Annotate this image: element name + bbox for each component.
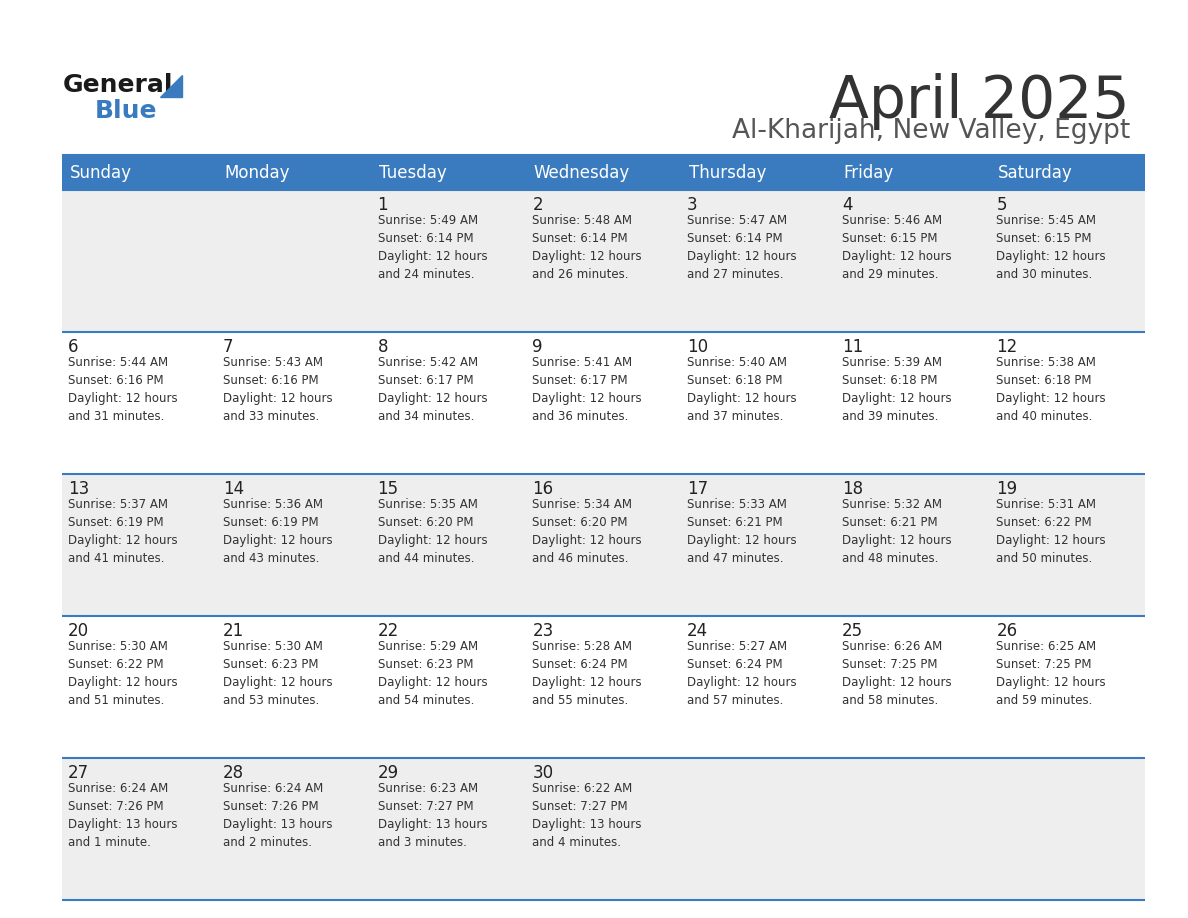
Text: 19: 19 (997, 480, 1018, 498)
Bar (372, 155, 526, 190)
Text: Sunrise: 6:26 AM
Sunset: 7:25 PM
Daylight: 12 hours
and 58 minutes.: Sunrise: 6:26 AM Sunset: 7:25 PM Dayligh… (842, 640, 952, 707)
Text: 24: 24 (687, 622, 708, 640)
Text: 25: 25 (842, 622, 862, 640)
Text: Sunrise: 6:24 AM
Sunset: 7:26 PM
Daylight: 13 hours
and 1 minute.: Sunrise: 6:24 AM Sunset: 7:26 PM Dayligh… (68, 782, 178, 849)
Polygon shape (160, 75, 182, 97)
Text: 8: 8 (378, 338, 388, 356)
Text: Sunrise: 5:32 AM
Sunset: 6:21 PM
Daylight: 12 hours
and 48 minutes.: Sunrise: 5:32 AM Sunset: 6:21 PM Dayligh… (842, 498, 952, 565)
Text: 16: 16 (532, 480, 554, 498)
Text: Sunrise: 5:30 AM
Sunset: 6:22 PM
Daylight: 12 hours
and 51 minutes.: Sunrise: 5:30 AM Sunset: 6:22 PM Dayligh… (68, 640, 178, 707)
Text: 4: 4 (842, 196, 852, 214)
Bar (681, 155, 835, 190)
Text: 29: 29 (378, 764, 399, 782)
Text: Sunrise: 6:24 AM
Sunset: 7:26 PM
Daylight: 13 hours
and 2 minutes.: Sunrise: 6:24 AM Sunset: 7:26 PM Dayligh… (223, 782, 333, 849)
Text: 27: 27 (68, 764, 89, 782)
Text: 21: 21 (223, 622, 245, 640)
Text: Friday: Friday (843, 163, 893, 182)
Text: 23: 23 (532, 622, 554, 640)
Text: Blue: Blue (95, 99, 158, 123)
Text: Sunrise: 6:22 AM
Sunset: 7:27 PM
Daylight: 13 hours
and 4 minutes.: Sunrise: 6:22 AM Sunset: 7:27 PM Dayligh… (532, 782, 642, 849)
Text: Sunrise: 5:42 AM
Sunset: 6:17 PM
Daylight: 12 hours
and 34 minutes.: Sunrise: 5:42 AM Sunset: 6:17 PM Dayligh… (378, 356, 487, 423)
Text: 1: 1 (378, 196, 388, 214)
Text: 26: 26 (997, 622, 1018, 640)
Text: 5: 5 (997, 196, 1007, 214)
Text: 17: 17 (687, 480, 708, 498)
Text: Sunrise: 5:31 AM
Sunset: 6:22 PM
Daylight: 12 hours
and 50 minutes.: Sunrise: 5:31 AM Sunset: 6:22 PM Dayligh… (997, 498, 1106, 565)
Text: April 2025: April 2025 (829, 73, 1130, 130)
Text: Sunrise: 5:30 AM
Sunset: 6:23 PM
Daylight: 12 hours
and 53 minutes.: Sunrise: 5:30 AM Sunset: 6:23 PM Dayligh… (223, 640, 333, 707)
Text: 3: 3 (687, 196, 697, 214)
Text: Sunday: Sunday (70, 163, 132, 182)
Text: Sunrise: 5:27 AM
Sunset: 6:24 PM
Daylight: 12 hours
and 57 minutes.: Sunrise: 5:27 AM Sunset: 6:24 PM Dayligh… (687, 640, 797, 707)
Bar (216, 155, 372, 190)
Text: 12: 12 (997, 338, 1018, 356)
Bar (526, 155, 681, 190)
Text: 20: 20 (68, 622, 89, 640)
Text: Sunrise: 5:45 AM
Sunset: 6:15 PM
Daylight: 12 hours
and 30 minutes.: Sunrise: 5:45 AM Sunset: 6:15 PM Dayligh… (997, 214, 1106, 281)
Text: 15: 15 (378, 480, 399, 498)
Bar (62, 616, 1145, 758)
Bar (62, 190, 1145, 332)
Text: 30: 30 (532, 764, 554, 782)
Text: Sunrise: 5:40 AM
Sunset: 6:18 PM
Daylight: 12 hours
and 37 minutes.: Sunrise: 5:40 AM Sunset: 6:18 PM Dayligh… (687, 356, 797, 423)
Text: Sunrise: 5:43 AM
Sunset: 6:16 PM
Daylight: 12 hours
and 33 minutes.: Sunrise: 5:43 AM Sunset: 6:16 PM Dayligh… (223, 356, 333, 423)
Text: Monday: Monday (225, 163, 290, 182)
Text: Sunrise: 5:41 AM
Sunset: 6:17 PM
Daylight: 12 hours
and 36 minutes.: Sunrise: 5:41 AM Sunset: 6:17 PM Dayligh… (532, 356, 642, 423)
Text: 28: 28 (223, 764, 244, 782)
Bar (991, 155, 1145, 190)
Text: Tuesday: Tuesday (379, 163, 447, 182)
Text: 22: 22 (378, 622, 399, 640)
Text: 2: 2 (532, 196, 543, 214)
Text: Sunrise: 5:28 AM
Sunset: 6:24 PM
Daylight: 12 hours
and 55 minutes.: Sunrise: 5:28 AM Sunset: 6:24 PM Dayligh… (532, 640, 642, 707)
Text: Sunrise: 5:49 AM
Sunset: 6:14 PM
Daylight: 12 hours
and 24 minutes.: Sunrise: 5:49 AM Sunset: 6:14 PM Dayligh… (378, 214, 487, 281)
Text: Sunrise: 6:25 AM
Sunset: 7:25 PM
Daylight: 12 hours
and 59 minutes.: Sunrise: 6:25 AM Sunset: 7:25 PM Dayligh… (997, 640, 1106, 707)
Text: Sunrise: 5:37 AM
Sunset: 6:19 PM
Daylight: 12 hours
and 41 minutes.: Sunrise: 5:37 AM Sunset: 6:19 PM Dayligh… (68, 498, 178, 565)
Text: Sunrise: 5:39 AM
Sunset: 6:18 PM
Daylight: 12 hours
and 39 minutes.: Sunrise: 5:39 AM Sunset: 6:18 PM Dayligh… (842, 356, 952, 423)
Text: 7: 7 (223, 338, 233, 356)
Text: Wednesday: Wednesday (533, 163, 630, 182)
Text: General: General (63, 73, 173, 97)
Text: Sunrise: 5:34 AM
Sunset: 6:20 PM
Daylight: 12 hours
and 46 minutes.: Sunrise: 5:34 AM Sunset: 6:20 PM Dayligh… (532, 498, 642, 565)
Text: Saturday: Saturday (998, 163, 1073, 182)
Text: Sunrise: 5:44 AM
Sunset: 6:16 PM
Daylight: 12 hours
and 31 minutes.: Sunrise: 5:44 AM Sunset: 6:16 PM Dayligh… (68, 356, 178, 423)
Bar (835, 155, 991, 190)
Bar (62, 758, 1145, 900)
Text: Sunrise: 5:36 AM
Sunset: 6:19 PM
Daylight: 12 hours
and 43 minutes.: Sunrise: 5:36 AM Sunset: 6:19 PM Dayligh… (223, 498, 333, 565)
Bar (62, 474, 1145, 616)
Text: Sunrise: 5:29 AM
Sunset: 6:23 PM
Daylight: 12 hours
and 54 minutes.: Sunrise: 5:29 AM Sunset: 6:23 PM Dayligh… (378, 640, 487, 707)
Text: 9: 9 (532, 338, 543, 356)
Text: Thursday: Thursday (689, 163, 766, 182)
Text: 6: 6 (68, 338, 78, 356)
Text: Al-Kharijah, New Valley, Egypt: Al-Kharijah, New Valley, Egypt (732, 118, 1130, 144)
Text: 10: 10 (687, 338, 708, 356)
Text: 13: 13 (68, 480, 89, 498)
Text: Sunrise: 5:48 AM
Sunset: 6:14 PM
Daylight: 12 hours
and 26 minutes.: Sunrise: 5:48 AM Sunset: 6:14 PM Dayligh… (532, 214, 642, 281)
Text: Sunrise: 5:38 AM
Sunset: 6:18 PM
Daylight: 12 hours
and 40 minutes.: Sunrise: 5:38 AM Sunset: 6:18 PM Dayligh… (997, 356, 1106, 423)
Text: Sunrise: 5:47 AM
Sunset: 6:14 PM
Daylight: 12 hours
and 27 minutes.: Sunrise: 5:47 AM Sunset: 6:14 PM Dayligh… (687, 214, 797, 281)
Bar (62, 332, 1145, 474)
Text: Sunrise: 6:23 AM
Sunset: 7:27 PM
Daylight: 13 hours
and 3 minutes.: Sunrise: 6:23 AM Sunset: 7:27 PM Dayligh… (378, 782, 487, 849)
Text: 11: 11 (842, 338, 862, 356)
Text: 14: 14 (223, 480, 244, 498)
Text: Sunrise: 5:46 AM
Sunset: 6:15 PM
Daylight: 12 hours
and 29 minutes.: Sunrise: 5:46 AM Sunset: 6:15 PM Dayligh… (842, 214, 952, 281)
Text: Sunrise: 5:35 AM
Sunset: 6:20 PM
Daylight: 12 hours
and 44 minutes.: Sunrise: 5:35 AM Sunset: 6:20 PM Dayligh… (378, 498, 487, 565)
Bar (62, 155, 216, 190)
Text: 18: 18 (842, 480, 862, 498)
Text: Sunrise: 5:33 AM
Sunset: 6:21 PM
Daylight: 12 hours
and 47 minutes.: Sunrise: 5:33 AM Sunset: 6:21 PM Dayligh… (687, 498, 797, 565)
